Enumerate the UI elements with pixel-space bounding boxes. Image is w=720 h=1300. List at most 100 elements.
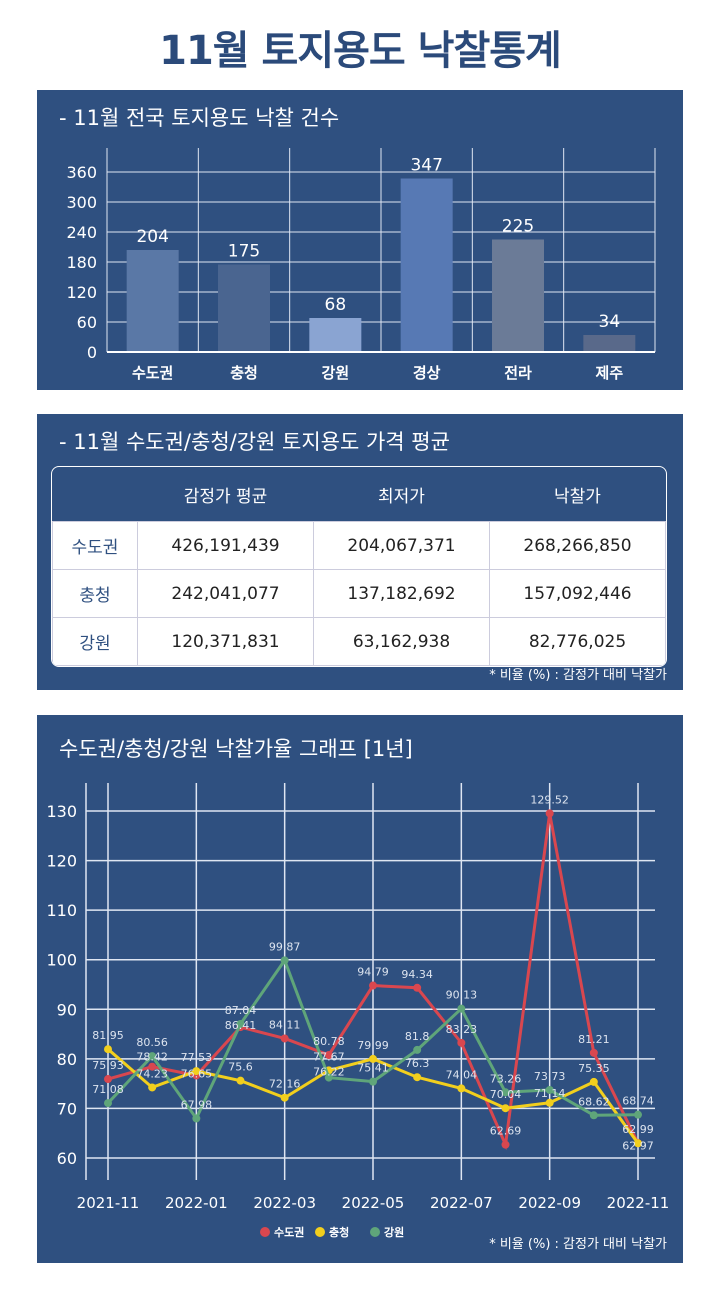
data-point	[501, 1088, 510, 1097]
table-row: 충청 242,041,077 137,182,692 157,092,446	[52, 569, 666, 618]
bar-제주	[583, 335, 636, 352]
bar-수도권	[126, 250, 179, 352]
data-point	[457, 1084, 466, 1093]
cell: 63,162,938	[313, 617, 490, 666]
cell: 268,266,850	[489, 521, 666, 570]
data-label: 129.52	[530, 793, 569, 806]
data-label: 73.26	[490, 1072, 522, 1085]
data-point	[545, 1098, 554, 1107]
data-label: 70.04	[490, 1088, 522, 1101]
y-tick-label: 0	[87, 343, 97, 362]
data-label: 77.67	[313, 1050, 345, 1063]
data-label: 71.14	[534, 1087, 566, 1100]
data-label: 99.87	[269, 940, 301, 953]
x-tick-label: 수도권	[132, 364, 173, 382]
y-tick-label: 100	[46, 951, 77, 970]
table-title: - 11월 수도권/충청/강원 토지용도 가격 평균	[59, 430, 450, 454]
data-point	[280, 1093, 289, 1102]
legend-marker	[260, 1227, 270, 1237]
x-tick-label: 2022-05	[342, 1194, 405, 1212]
header-cell	[53, 467, 138, 522]
cell: 82,776,025	[489, 617, 666, 666]
data-point	[589, 1077, 598, 1086]
legend-label: 강원	[384, 1225, 404, 1239]
bar-value-label: 68	[325, 295, 347, 315]
x-tick-label: 2022-11	[607, 1194, 670, 1212]
x-tick-label: 2022-01	[165, 1194, 228, 1212]
header-cell: 낙찰가	[554, 486, 601, 507]
data-point	[501, 1104, 510, 1113]
table-note: * 비율 (%) : 감정가 대비 낙찰가	[489, 668, 667, 683]
bar-chart-panel: - 11월 전국 토지용도 낙찰 건수 0 60 120 180 240 300 360 20…	[37, 90, 683, 390]
data-point	[589, 1111, 598, 1120]
bar-충청	[218, 264, 270, 352]
line-chart-title: 수도권/충청/강원 낙찰가율 그래프 [1년]	[59, 737, 413, 761]
data-point	[324, 1073, 333, 1082]
line-note: * 비율 (%) : 감정가 대비 낙찰가	[489, 1237, 667, 1252]
data-point	[148, 1083, 157, 1092]
data-point	[413, 1073, 422, 1082]
data-point	[589, 1048, 598, 1057]
line-chart-panel: 수도권/충청/강원 낙찰가율 그래프 [1년] 60 70 80 90 100 110 12…	[37, 715, 683, 1263]
data-label: 78.42	[136, 1051, 168, 1064]
x-tick-label: 전라	[504, 364, 532, 382]
price-table-panel: - 11월 수도권/충청/강원 토지용도 가격 평균 감정가 평균 최저가 낙찰…	[37, 414, 683, 690]
row-label: 강원	[52, 617, 138, 666]
y-tick-label: 70	[57, 1099, 77, 1118]
line-chart: 60 70 80 90 100 110 120 130 2021-11 2022-01 2022-0…	[46, 783, 670, 1239]
data-label: 81.8	[405, 1030, 430, 1043]
cell: 120,371,831	[137, 617, 314, 666]
legend-label: 수도권	[274, 1226, 304, 1239]
y-tick-label: 120	[66, 283, 97, 302]
y-tick-label: 360	[66, 163, 97, 182]
data-point	[634, 1110, 642, 1119]
x-tick-label: 2022-07	[430, 1194, 493, 1212]
data-label: 76.3	[405, 1057, 430, 1070]
data-point	[413, 983, 422, 992]
bar-강원	[309, 318, 362, 352]
bar-value-label: 225	[502, 217, 534, 237]
data-point	[192, 1067, 201, 1076]
data-point	[457, 1038, 466, 1047]
y-tick-label: 90	[57, 1000, 77, 1019]
data-point	[104, 1075, 112, 1084]
data-point	[148, 1062, 157, 1071]
data-label: 68.74	[622, 1095, 654, 1108]
y-tick-label: 180	[66, 253, 97, 272]
x-tick-label: 경상	[413, 364, 441, 382]
data-point	[280, 956, 289, 965]
bar-경상	[400, 178, 453, 352]
data-point	[369, 981, 377, 990]
data-label: 81.21	[578, 1033, 610, 1046]
data-label: 84.11	[269, 1018, 301, 1031]
data-label: 62.97	[622, 1139, 654, 1152]
legend-marker	[370, 1227, 380, 1237]
y-tick-label: 110	[46, 901, 77, 920]
data-point	[236, 1076, 245, 1085]
bar-chart: 0 60 120 180 240 300 360 204 수도권 175 충청 68 강원 347 경상 22…	[66, 148, 656, 382]
data-point	[545, 1085, 554, 1094]
data-point	[148, 1052, 157, 1061]
header-cell: 최저가	[378, 486, 425, 507]
data-point	[104, 1099, 112, 1108]
table-row: 수도권 426,191,439 204,067,371 268,266,850	[52, 521, 666, 570]
data-label: 75.41	[357, 1062, 389, 1075]
data-point	[634, 1139, 642, 1148]
y-tick-label: 80	[57, 1050, 77, 1069]
data-label: 74.23	[136, 1067, 168, 1080]
x-tick-label: 제주	[596, 364, 624, 382]
price-table: 감정가 평균 최저가 낙찰가 수도권 426,191,439 204,067,3…	[52, 467, 666, 666]
y-tick-label: 60	[57, 1149, 77, 1168]
page-title: 11월 토지용도 낙찰통계	[159, 28, 562, 74]
data-point	[413, 1045, 422, 1054]
cell: 242,041,077	[137, 569, 314, 618]
x-tick-label: 2022-09	[518, 1194, 581, 1212]
legend-marker	[315, 1227, 325, 1237]
x-tick-label: 강원	[322, 364, 350, 382]
data-label: 75.93	[92, 1059, 124, 1072]
x-tick-label: 2022-03	[253, 1194, 316, 1212]
data-label: 75.6	[228, 1061, 253, 1074]
cell: 157,092,446	[489, 569, 666, 618]
data-label: 77.53	[181, 1051, 213, 1064]
y-tick-label: 60	[77, 313, 97, 332]
